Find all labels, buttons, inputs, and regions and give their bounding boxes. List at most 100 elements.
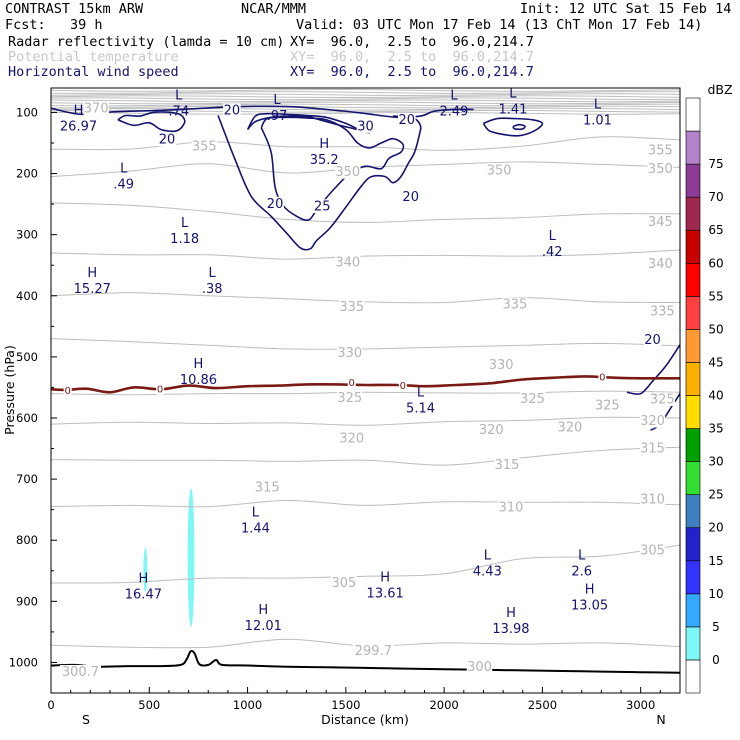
zero-label-5-bg xyxy=(598,371,607,383)
theta-label-20-bg xyxy=(488,358,514,372)
zero-label-3-bg xyxy=(347,377,356,388)
colorbar-swatch-8 xyxy=(685,428,701,462)
colorbar-swatch-4 xyxy=(685,560,701,595)
theta-contour-upper-5 xyxy=(50,97,681,101)
wind-label-8: 20 xyxy=(644,333,661,348)
theta-label-7: 310 xyxy=(640,493,665,508)
wind-contours-layer xyxy=(50,105,681,431)
theta-label-1-bg xyxy=(59,664,101,679)
colorbar-level-20: 20 xyxy=(708,521,723,535)
wind-contour-jet-inner-25 xyxy=(260,116,405,222)
theta-label-25-bg xyxy=(647,256,674,271)
colorbar-level-25: 25 xyxy=(708,488,723,502)
hl-value-20: 12.01 xyxy=(245,619,282,634)
zero-isotherm-layer xyxy=(50,375,681,394)
hl-letter-5: L xyxy=(509,86,517,101)
wind-contour-right-loop xyxy=(482,117,544,137)
zero-label-1: 0 xyxy=(65,386,71,397)
hl-value-13: 10.86 xyxy=(180,373,217,388)
field-2-name: Potential temperature xyxy=(8,49,179,65)
theta-label-28: 350 xyxy=(487,163,512,178)
zero-label-2-bg xyxy=(156,384,165,395)
hl-value-6: 1.01 xyxy=(583,113,612,128)
theta-label-30-bg xyxy=(191,139,218,154)
colorbar-level-35: 35 xyxy=(708,422,723,436)
colorbar-level-75: 75 xyxy=(708,157,723,171)
colorbar-level-60: 60 xyxy=(708,256,723,270)
theta-label-4-bg xyxy=(466,660,493,674)
colorbar-level-65: 65 xyxy=(708,223,723,237)
x-tick-label-0: 0 xyxy=(47,698,54,712)
wind-label-6-bg xyxy=(313,199,332,213)
theta-label-15-bg xyxy=(337,391,363,405)
hl-value-5: 1.41 xyxy=(498,102,527,117)
wind-contour-upper-band xyxy=(50,105,474,119)
reflectivity-cell-2 xyxy=(187,488,195,627)
theta-contour-345 xyxy=(50,202,681,223)
theta-label-6: 310 xyxy=(499,501,524,516)
y-tick-label-100: 100 xyxy=(16,105,38,119)
y-axis-title: Pressure (hPa) xyxy=(2,345,17,435)
colorbar-level-70: 70 xyxy=(708,190,723,204)
theta-label-14: 320 xyxy=(640,414,665,429)
theta-label-3: 299.7 xyxy=(355,644,392,659)
colorbar-level-40: 40 xyxy=(708,389,723,403)
theta-label-3-bg xyxy=(352,644,394,658)
hl-value-1: 26.97 xyxy=(60,120,97,135)
org-title: NCAR/MMM xyxy=(241,1,307,17)
y-tick-label-400: 400 xyxy=(16,289,38,303)
wind-label-3-bg xyxy=(397,113,416,127)
theta-label-14-bg xyxy=(639,413,666,428)
theta-label-9: 315 xyxy=(495,458,520,473)
zero-label-4: 0 xyxy=(400,381,406,392)
wind-label-1: 20 xyxy=(224,103,241,118)
x-tick-label-3000: 3000 xyxy=(626,698,655,712)
wind-label-1-bg xyxy=(223,103,241,117)
theta-label-6-bg xyxy=(498,500,524,515)
theta-label-2-bg xyxy=(331,575,357,590)
theta-label-15: 325 xyxy=(337,391,362,406)
wind-contour-left-loop xyxy=(117,111,186,133)
colorbar-swatch-3 xyxy=(685,593,701,628)
theta-label-25: 340 xyxy=(648,257,673,272)
field-1-name: Radar reflectivity (lamda = 10 cm) xyxy=(8,34,285,50)
colorbar-swatch-10 xyxy=(685,362,701,396)
wind-label-7: 20 xyxy=(267,197,284,212)
theta-contour-upper-2 xyxy=(50,91,681,94)
colorbar-swatch-16 xyxy=(685,163,701,198)
colorbar-level-45: 45 xyxy=(708,355,723,369)
theta-label-18-bg xyxy=(649,392,676,407)
theta-label-8: 315 xyxy=(255,480,280,495)
wind-label-8-bg xyxy=(643,333,662,347)
theta-label-31: 355 xyxy=(648,144,673,159)
hl-letter-4: L xyxy=(450,88,458,103)
hl-value-9: 1.18 xyxy=(170,232,199,247)
colorbar-level-55: 55 xyxy=(708,289,723,303)
wind-label-4-bg xyxy=(356,119,375,133)
hl-letter-16: L xyxy=(484,548,492,563)
theta-label-19-bg xyxy=(337,345,363,360)
theta-label-7-bg xyxy=(639,492,666,507)
theta-contour-330 xyxy=(50,338,681,350)
wind-label-5: 20 xyxy=(402,190,419,205)
theta-label-1: 300.7 xyxy=(62,665,99,680)
wind-contour-right-loop-inner xyxy=(512,123,526,131)
hl-letter-22: H xyxy=(585,583,595,598)
y-tick-label-800: 800 xyxy=(16,533,38,547)
zero-label-4-bg xyxy=(398,380,407,391)
colorbar-swatch-9 xyxy=(685,395,701,429)
field-1-xy: XY= 96.0, 2.5 to 96.0,214.7 xyxy=(290,34,534,50)
hl-value-11: 15.27 xyxy=(74,282,111,297)
hl-letter-20: H xyxy=(258,603,268,618)
colorbar-swatch-2 xyxy=(685,626,701,661)
theta-label-31-bg xyxy=(647,143,674,158)
theta-label-22: 335 xyxy=(502,298,527,313)
field-3-xy: XY= 96.0, 2.5 to 96.0,214.7 xyxy=(290,64,534,80)
colorbar-swatch-18 xyxy=(685,97,701,132)
terrain-layer xyxy=(50,649,681,674)
y-tick-label-900: 900 xyxy=(16,594,38,608)
colorbar-level-0: 0 xyxy=(712,653,720,667)
theta-contour-upper-8 xyxy=(50,103,681,107)
wind-label-6: 25 xyxy=(314,199,331,214)
theta-contour-upper-10 xyxy=(50,107,681,111)
